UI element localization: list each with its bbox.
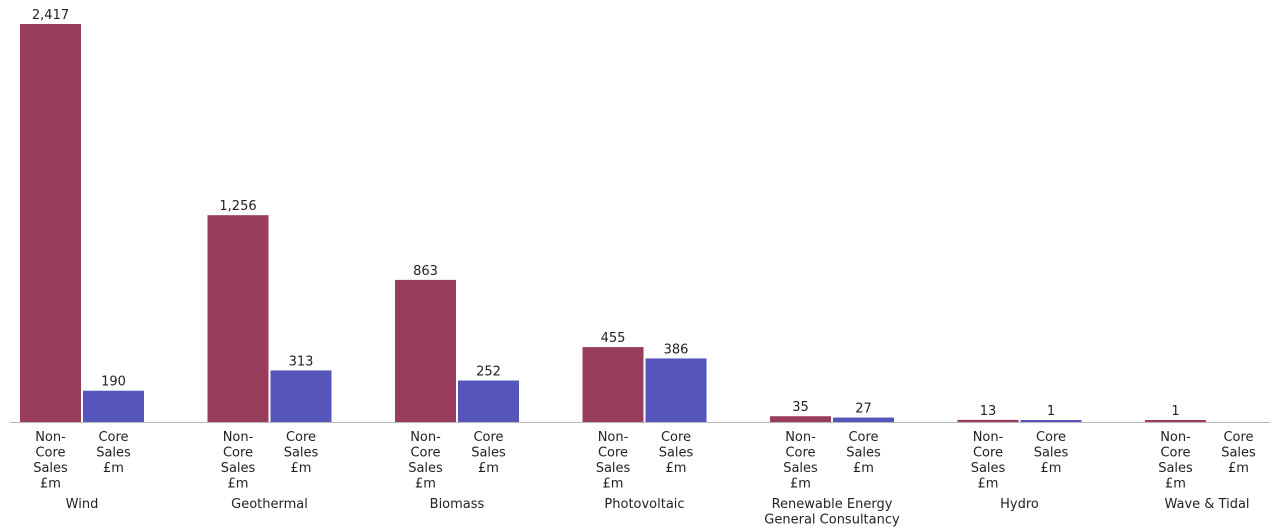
bar-non-core-3 [582, 347, 644, 422]
category-label-6-0: Wave & Tidal [1164, 497, 1249, 512]
tick-label-core-3-2: £m [666, 461, 687, 476]
bar-non-core-6 [1145, 420, 1206, 422]
tick-label-non-core-0-2: Sales [33, 461, 68, 476]
series-tick-labels-layer: Non-CoreSales£mCoreSales£mNon-CoreSales£… [33, 430, 1256, 492]
tick-label-core-6-2: £m [1228, 461, 1249, 476]
tick-label-non-core-1-0: Non- [223, 430, 254, 445]
category-label-4-0: Renewable Energy [772, 497, 893, 512]
tick-label-non-core-4-3: £m [790, 477, 811, 492]
bar-non-core-0 [20, 24, 81, 422]
tick-label-core-4-1: Sales [846, 446, 881, 461]
tick-label-non-core-2-1: Core [410, 446, 440, 461]
tick-label-non-core-2-2: Sales [408, 461, 443, 476]
bar-non-core-1 [207, 215, 269, 422]
value-label-non-core-4: 35 [792, 400, 809, 415]
tick-label-core-3-1: Sales [659, 446, 694, 461]
tick-label-non-core-6-2: Sales [1158, 461, 1193, 476]
bar-core-1 [270, 370, 332, 422]
category-label-4-1: General Consultancy [764, 513, 900, 528]
tick-label-non-core-6-1: Core [1160, 446, 1190, 461]
tick-label-core-5-1: Sales [1034, 446, 1069, 461]
bars-layer [20, 24, 1206, 422]
bar-core-5 [1020, 420, 1082, 422]
tick-label-core-1-1: Sales [284, 446, 319, 461]
tick-label-non-core-3-1: Core [598, 446, 628, 461]
category-label-0-0: Wind [66, 497, 99, 512]
tick-label-non-core-6-3: £m [1165, 477, 1186, 492]
tick-label-non-core-3-2: Sales [596, 461, 631, 476]
tick-label-core-5-2: £m [1041, 461, 1062, 476]
tick-label-non-core-3-0: Non- [598, 430, 629, 445]
value-label-non-core-1: 1,256 [219, 199, 256, 214]
bar-non-core-2 [395, 279, 456, 422]
tick-label-core-0-2: £m [103, 461, 124, 476]
tick-label-core-2-2: £m [478, 461, 499, 476]
value-labels-layer: 2,417 190 1,256 313 863 252 455 386 35 27 13 1 1 [32, 8, 1180, 419]
tick-label-core-6-0: Core [1223, 430, 1253, 445]
tick-label-core-5-0: Core [1036, 430, 1066, 445]
value-label-core-3: 386 [664, 342, 689, 357]
value-label-non-core-0: 2,417 [32, 8, 69, 23]
value-label-core-4: 27 [855, 402, 872, 417]
tick-label-non-core-6-0: Non- [1160, 430, 1191, 445]
tick-label-non-core-0-3: £m [40, 477, 61, 492]
bar-core-4 [833, 417, 894, 422]
category-label-1-0: Geothermal [231, 497, 308, 512]
category-labels-layer: Wind Geothermal Biomass Photovoltaic Renewab… [66, 497, 1250, 528]
tick-label-non-core-5-3: £m [978, 477, 999, 492]
tick-label-non-core-3-3: £m [603, 477, 624, 492]
value-label-core-1: 313 [289, 354, 314, 369]
tick-label-non-core-5-2: Sales [971, 461, 1006, 476]
tick-label-core-0-0: Core [98, 430, 128, 445]
tick-label-non-core-0-1: Core [35, 446, 65, 461]
bar-core-2 [458, 380, 519, 422]
tick-label-non-core-4-2: Sales [783, 461, 818, 476]
tick-label-core-4-0: Core [848, 430, 878, 445]
tick-label-non-core-0-0: Non- [35, 430, 66, 445]
tick-label-core-1-2: £m [291, 461, 312, 476]
tick-label-core-2-1: Sales [471, 446, 506, 461]
bar-core-0 [83, 390, 144, 422]
bar-core-3 [645, 358, 707, 422]
bar-non-core-4 [770, 416, 831, 422]
tick-label-core-0-1: Sales [96, 446, 131, 461]
tick-label-core-3-0: Core [661, 430, 691, 445]
tick-label-non-core-4-0: Non- [785, 430, 816, 445]
value-label-non-core-6: 1 [1171, 404, 1179, 419]
tick-label-non-core-1-1: Core [223, 446, 253, 461]
value-label-core-2: 252 [476, 365, 501, 380]
tick-label-non-core-5-0: Non- [973, 430, 1004, 445]
tick-label-non-core-2-0: Non- [410, 430, 441, 445]
value-label-non-core-5: 13 [980, 404, 997, 419]
bar-non-core-5 [957, 419, 1019, 422]
tick-label-non-core-1-2: Sales [221, 461, 256, 476]
value-label-non-core-3: 455 [601, 331, 626, 346]
tick-label-core-1-0: Core [286, 430, 316, 445]
tick-label-non-core-2-3: £m [415, 477, 436, 492]
tick-label-non-core-5-1: Core [973, 446, 1003, 461]
value-label-core-5: 1 [1047, 404, 1055, 419]
category-label-5-0: Hydro [1000, 497, 1039, 512]
category-label-3-0: Photovoltaic [604, 497, 684, 512]
tick-label-core-4-2: £m [853, 461, 874, 476]
tick-label-core-6-1: Sales [1221, 446, 1256, 461]
value-label-non-core-2: 863 [413, 264, 438, 279]
tick-label-non-core-4-1: Core [785, 446, 815, 461]
tick-label-non-core-1-3: £m [228, 477, 249, 492]
value-label-core-0: 190 [101, 375, 126, 390]
tick-label-core-2-0: Core [473, 430, 503, 445]
category-label-2-0: Biomass [430, 497, 485, 512]
